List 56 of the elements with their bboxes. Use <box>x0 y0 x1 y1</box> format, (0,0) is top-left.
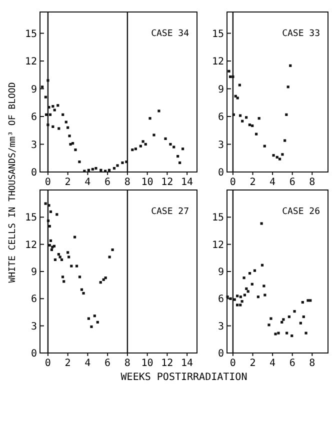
text: CASE 33 <box>282 29 320 39</box>
y-tick-label: 3 <box>30 321 37 332</box>
y-tick-label: 3 <box>218 321 224 332</box>
y-tick-label: 6 <box>30 112 37 124</box>
y-tick-label: 0 <box>30 168 37 178</box>
y-tick-label: 12 <box>212 240 224 251</box>
x-tick-label: 0 <box>44 177 51 188</box>
y-tick-label: 9 <box>30 267 37 278</box>
x-tick-label: 6 <box>289 177 296 188</box>
x-tick-label: 10 <box>141 358 154 369</box>
x-tick-label: 6 <box>104 358 111 369</box>
x-tick-label: 4 <box>270 177 276 188</box>
y-tick-label: 6 <box>218 294 224 306</box>
x-tick-label: 2 <box>250 177 256 188</box>
y-tick-label: 6 <box>30 294 37 306</box>
x-tick-label: 10 <box>141 177 154 188</box>
x-tick-label: 4 <box>84 177 91 188</box>
x-tick-label: 0 <box>44 358 51 369</box>
y-tick-label: 9 <box>30 84 37 96</box>
y-tick-label: 15 <box>24 212 37 224</box>
text: CASE 27 <box>151 207 189 217</box>
x-tick-label: 6 <box>289 358 296 369</box>
y-tick-label: 12 <box>212 56 224 68</box>
x-tick-label: 2 <box>64 177 71 188</box>
x-tick-label: 2 <box>64 358 71 369</box>
y-axis-title: WHITE CELLS IN THOUSANDS/mm³ OF BLOOD <box>8 82 18 283</box>
x-tick-label: 14 <box>181 358 194 369</box>
y-tick-label: 3 <box>30 140 37 151</box>
x-tick-label: 14 <box>181 177 194 188</box>
x-tick-label: 8 <box>309 358 316 369</box>
y-tick-label: 3 <box>218 140 224 151</box>
y-tick-label: 15 <box>24 28 37 40</box>
y-tick-label: 6 <box>218 112 224 124</box>
x-tick-label: 4 <box>270 358 276 369</box>
x-tick-label: 8 <box>124 177 130 188</box>
text: CASE 34 <box>151 29 189 39</box>
x-tick-label: 0 <box>230 177 236 188</box>
y-tick-label: 15 <box>212 212 224 224</box>
x-tick-label: 0 <box>230 358 236 369</box>
y-tick-label: 15 <box>212 28 224 40</box>
y-tick-label: 0 <box>218 348 224 360</box>
x-tick-label: 2 <box>250 358 256 369</box>
x-tick-label: 8 <box>309 177 316 188</box>
y-tick-label: 0 <box>30 348 37 360</box>
x-tick-label: 12 <box>161 177 174 188</box>
y-tick-label: 0 <box>218 168 224 178</box>
y-tick-label: 9 <box>218 267 224 278</box>
x-tick-label: 12 <box>161 358 174 369</box>
y-tick-label: 9 <box>218 84 224 96</box>
text: CASE 26 <box>282 207 320 217</box>
y-tick-label: 12 <box>24 56 37 68</box>
x-tick-label: 4 <box>84 358 91 369</box>
x-tick-label: 8 <box>124 358 130 369</box>
x-axis-title: WEEKS POSTIRRADIATION <box>120 372 248 383</box>
x-tick-label: 6 <box>104 177 111 188</box>
y-tick-label: 12 <box>24 240 37 251</box>
